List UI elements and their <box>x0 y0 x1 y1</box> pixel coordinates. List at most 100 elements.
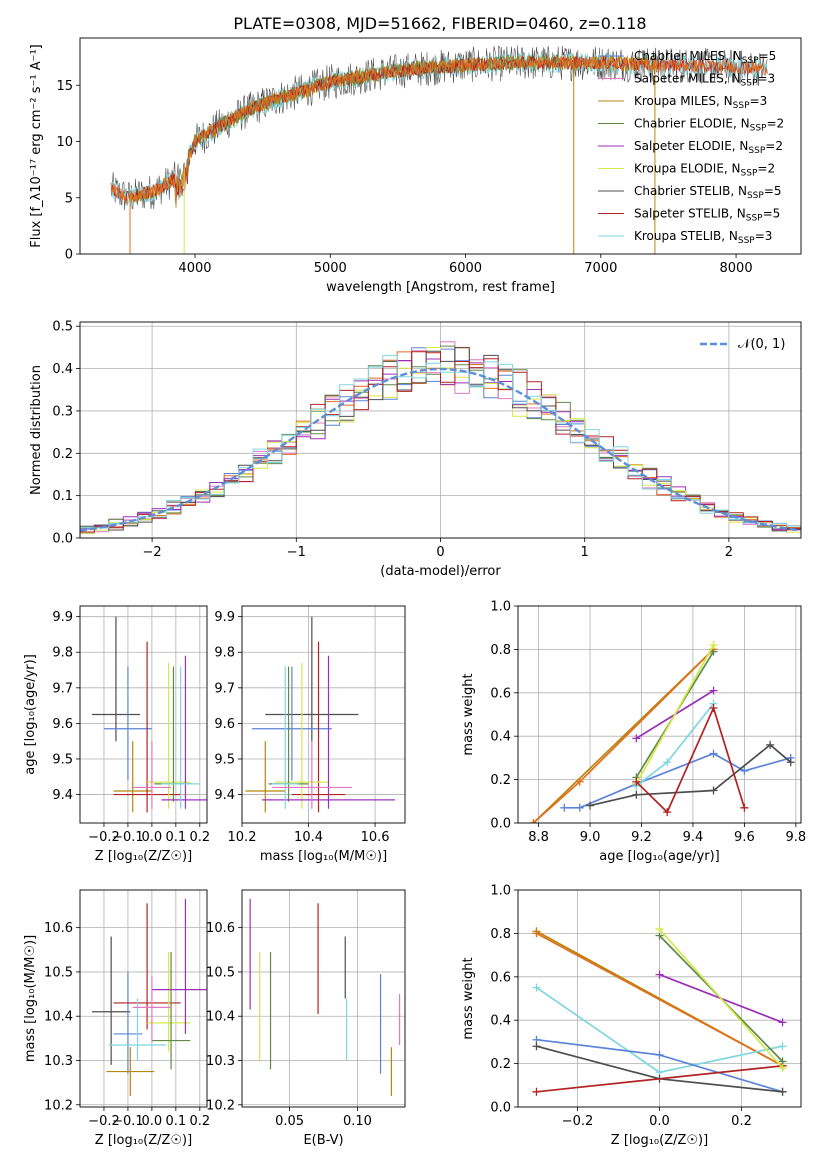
weight-point <box>655 1050 664 1059</box>
weight-line-7 <box>589 743 792 807</box>
weight-point <box>632 777 641 786</box>
x-tick-label: 9.8 <box>786 830 807 845</box>
x-tick-label: 4000 <box>178 261 211 276</box>
x-tick-label: 8.8 <box>528 830 549 845</box>
x-tick-label: 0.2 <box>731 1114 752 1129</box>
errorbar-3 <box>291 641 346 813</box>
weight-point <box>532 983 541 992</box>
x-tick-label: −0.2 <box>88 830 120 845</box>
x-tick-label: −0.1 <box>112 1114 144 1129</box>
y-axis-label: age [log₁₀(age/yr)] <box>23 654 38 775</box>
weight-point <box>778 1042 787 1051</box>
weight-line-8 <box>635 705 746 814</box>
spectrum-line-5 <box>110 54 768 205</box>
y-axis-label: mass weight <box>461 957 476 1039</box>
x-tick-label: 7000 <box>584 261 617 276</box>
plot-area <box>110 45 768 254</box>
x-tick-label: 9.6 <box>734 830 755 845</box>
errorbar-8 <box>132 741 172 809</box>
weight-point <box>709 786 718 795</box>
y-tick-label: 0.4 <box>490 730 511 745</box>
x-axis-label: Z [log₁₀(Z/Z☉)] <box>95 849 192 864</box>
legend-label: Chabrier ELODIE, NSSP=2 <box>634 117 784 134</box>
y-tick-label: 0.8 <box>490 643 511 658</box>
weight-point <box>532 1087 541 1096</box>
weight-line-8 <box>658 928 784 1069</box>
y-tick-label: 9.8 <box>52 646 73 661</box>
errorbar-2 <box>245 741 286 813</box>
x-tick-label: −0.2 <box>88 1114 120 1129</box>
x-tick-label: 0.05 <box>275 1114 304 1129</box>
legend-label: Kroupa ELODIE, NSSP=2 <box>634 162 775 179</box>
x-tick-label: 9.0 <box>580 830 601 845</box>
panel-age_vs_mass: 10.2 10.4 10.6 9.4 9.5 9.6 9.7 9.8 9.9 mass [log₁… <box>214 605 406 864</box>
weight-point <box>632 734 641 743</box>
y-axis-label: mass [log₁₀(M/M☉)] <box>23 935 38 1062</box>
weight-point <box>655 970 664 979</box>
weight-point <box>766 740 775 749</box>
y-tick-label: 0.2 <box>490 1057 511 1072</box>
y-tick-label: 10.4 <box>206 1010 235 1025</box>
panel-spectrum: 4000 5000 6000 7000 8000 0 5 10 15 wavelength [An… <box>29 37 802 295</box>
x-tick-label: 9.4 <box>683 830 704 845</box>
weight-point <box>575 777 584 786</box>
weight-point <box>529 819 538 823</box>
x-tick-label: −0.2 <box>562 1114 594 1129</box>
errorbar-5 <box>151 952 191 1070</box>
y-tick-label: 1.0 <box>490 884 511 899</box>
axes: 8.8 9.0 9.2 9.4 9.6 9.8 0.0 0.2 0.4 0.6 0.8 1.0 age … <box>461 600 806 865</box>
x-axis-label: wavelength [Angstrom, rest frame] <box>326 280 555 295</box>
x-axis-label: (data-model)/error <box>380 564 501 579</box>
plot-area <box>91 616 207 813</box>
errorbar-0 <box>91 616 140 742</box>
weight-line-5 <box>635 644 715 785</box>
figure-title: PLATE=0308, MJD=51662, FIBERID=0460, z=0… <box>233 14 646 33</box>
y-tick-label: 9.7 <box>214 681 235 696</box>
errorbar-2 <box>113 741 152 813</box>
x-tick-label: 0.0 <box>142 1114 163 1129</box>
x-axis-label: age [log₁₀(age/yr)] <box>599 849 720 864</box>
axes: −2 −1 0 1 2 0.0 0.1 0.2 0.3 0.4 0.5 (data-model)/er… <box>29 320 802 579</box>
x-tick-label: 5000 <box>314 261 347 276</box>
y-tick-label: 0.2 <box>490 773 511 788</box>
weight-point <box>560 803 569 812</box>
errorbar-6 <box>261 655 396 809</box>
errorbar-7 <box>108 998 167 1061</box>
y-tick-label: 0.2 <box>52 447 73 462</box>
weight-line-0 <box>564 752 791 809</box>
x-tick-label: 0.10 <box>343 1114 372 1129</box>
y-tick-label: 10.5 <box>206 965 235 980</box>
gridlines <box>80 890 207 1107</box>
gaussian-curve <box>80 367 799 532</box>
y-tick-label: 9.7 <box>52 681 73 696</box>
legend: Chabrier MILES, NSSP=5 Salpeter MILES, NS… <box>598 49 784 246</box>
y-tick-label: 9.9 <box>214 610 235 625</box>
weight-point <box>575 803 584 812</box>
x-tick-label: −2 <box>143 545 162 560</box>
gridlines <box>242 890 405 1107</box>
y-tick-label: 10.4 <box>44 1010 73 1025</box>
y-tick-label: 9.8 <box>214 646 235 661</box>
x-tick-label: 0.1 <box>166 1114 187 1129</box>
plot-area <box>532 925 787 1096</box>
panel-age_vs_Z: −0.2−0.10.0 0.1 0.2 9.4 9.5 9.6 9.7 9.8 9.9 Z [lo… <box>23 605 210 864</box>
x-tick-label: 0.1 <box>166 830 187 845</box>
weight-point <box>740 803 749 812</box>
axes: 10.2 10.4 10.6 9.4 9.5 9.6 9.7 9.8 9.9 mass [log₁… <box>214 605 406 864</box>
y-tick-label: 0 <box>65 248 73 263</box>
weight-point <box>655 925 664 934</box>
weight-point <box>709 641 718 650</box>
y-tick-label: 0.3 <box>52 404 73 419</box>
y-tick-label: 0.6 <box>490 686 511 701</box>
x-tick-label: 0.0 <box>649 1114 670 1129</box>
weight-point <box>709 703 718 712</box>
y-tick-label: 10.6 <box>44 921 73 936</box>
weight-point <box>778 1087 787 1096</box>
errorbar-2 <box>106 1047 155 1096</box>
legend-label: Kroupa MILES, NSSP=3 <box>634 94 767 111</box>
axes-frame <box>517 605 802 824</box>
x-tick-label: 0.2 <box>189 830 210 845</box>
y-tick-label: 0.8 <box>490 927 511 942</box>
y-tick-label: 0.4 <box>490 1014 511 1029</box>
